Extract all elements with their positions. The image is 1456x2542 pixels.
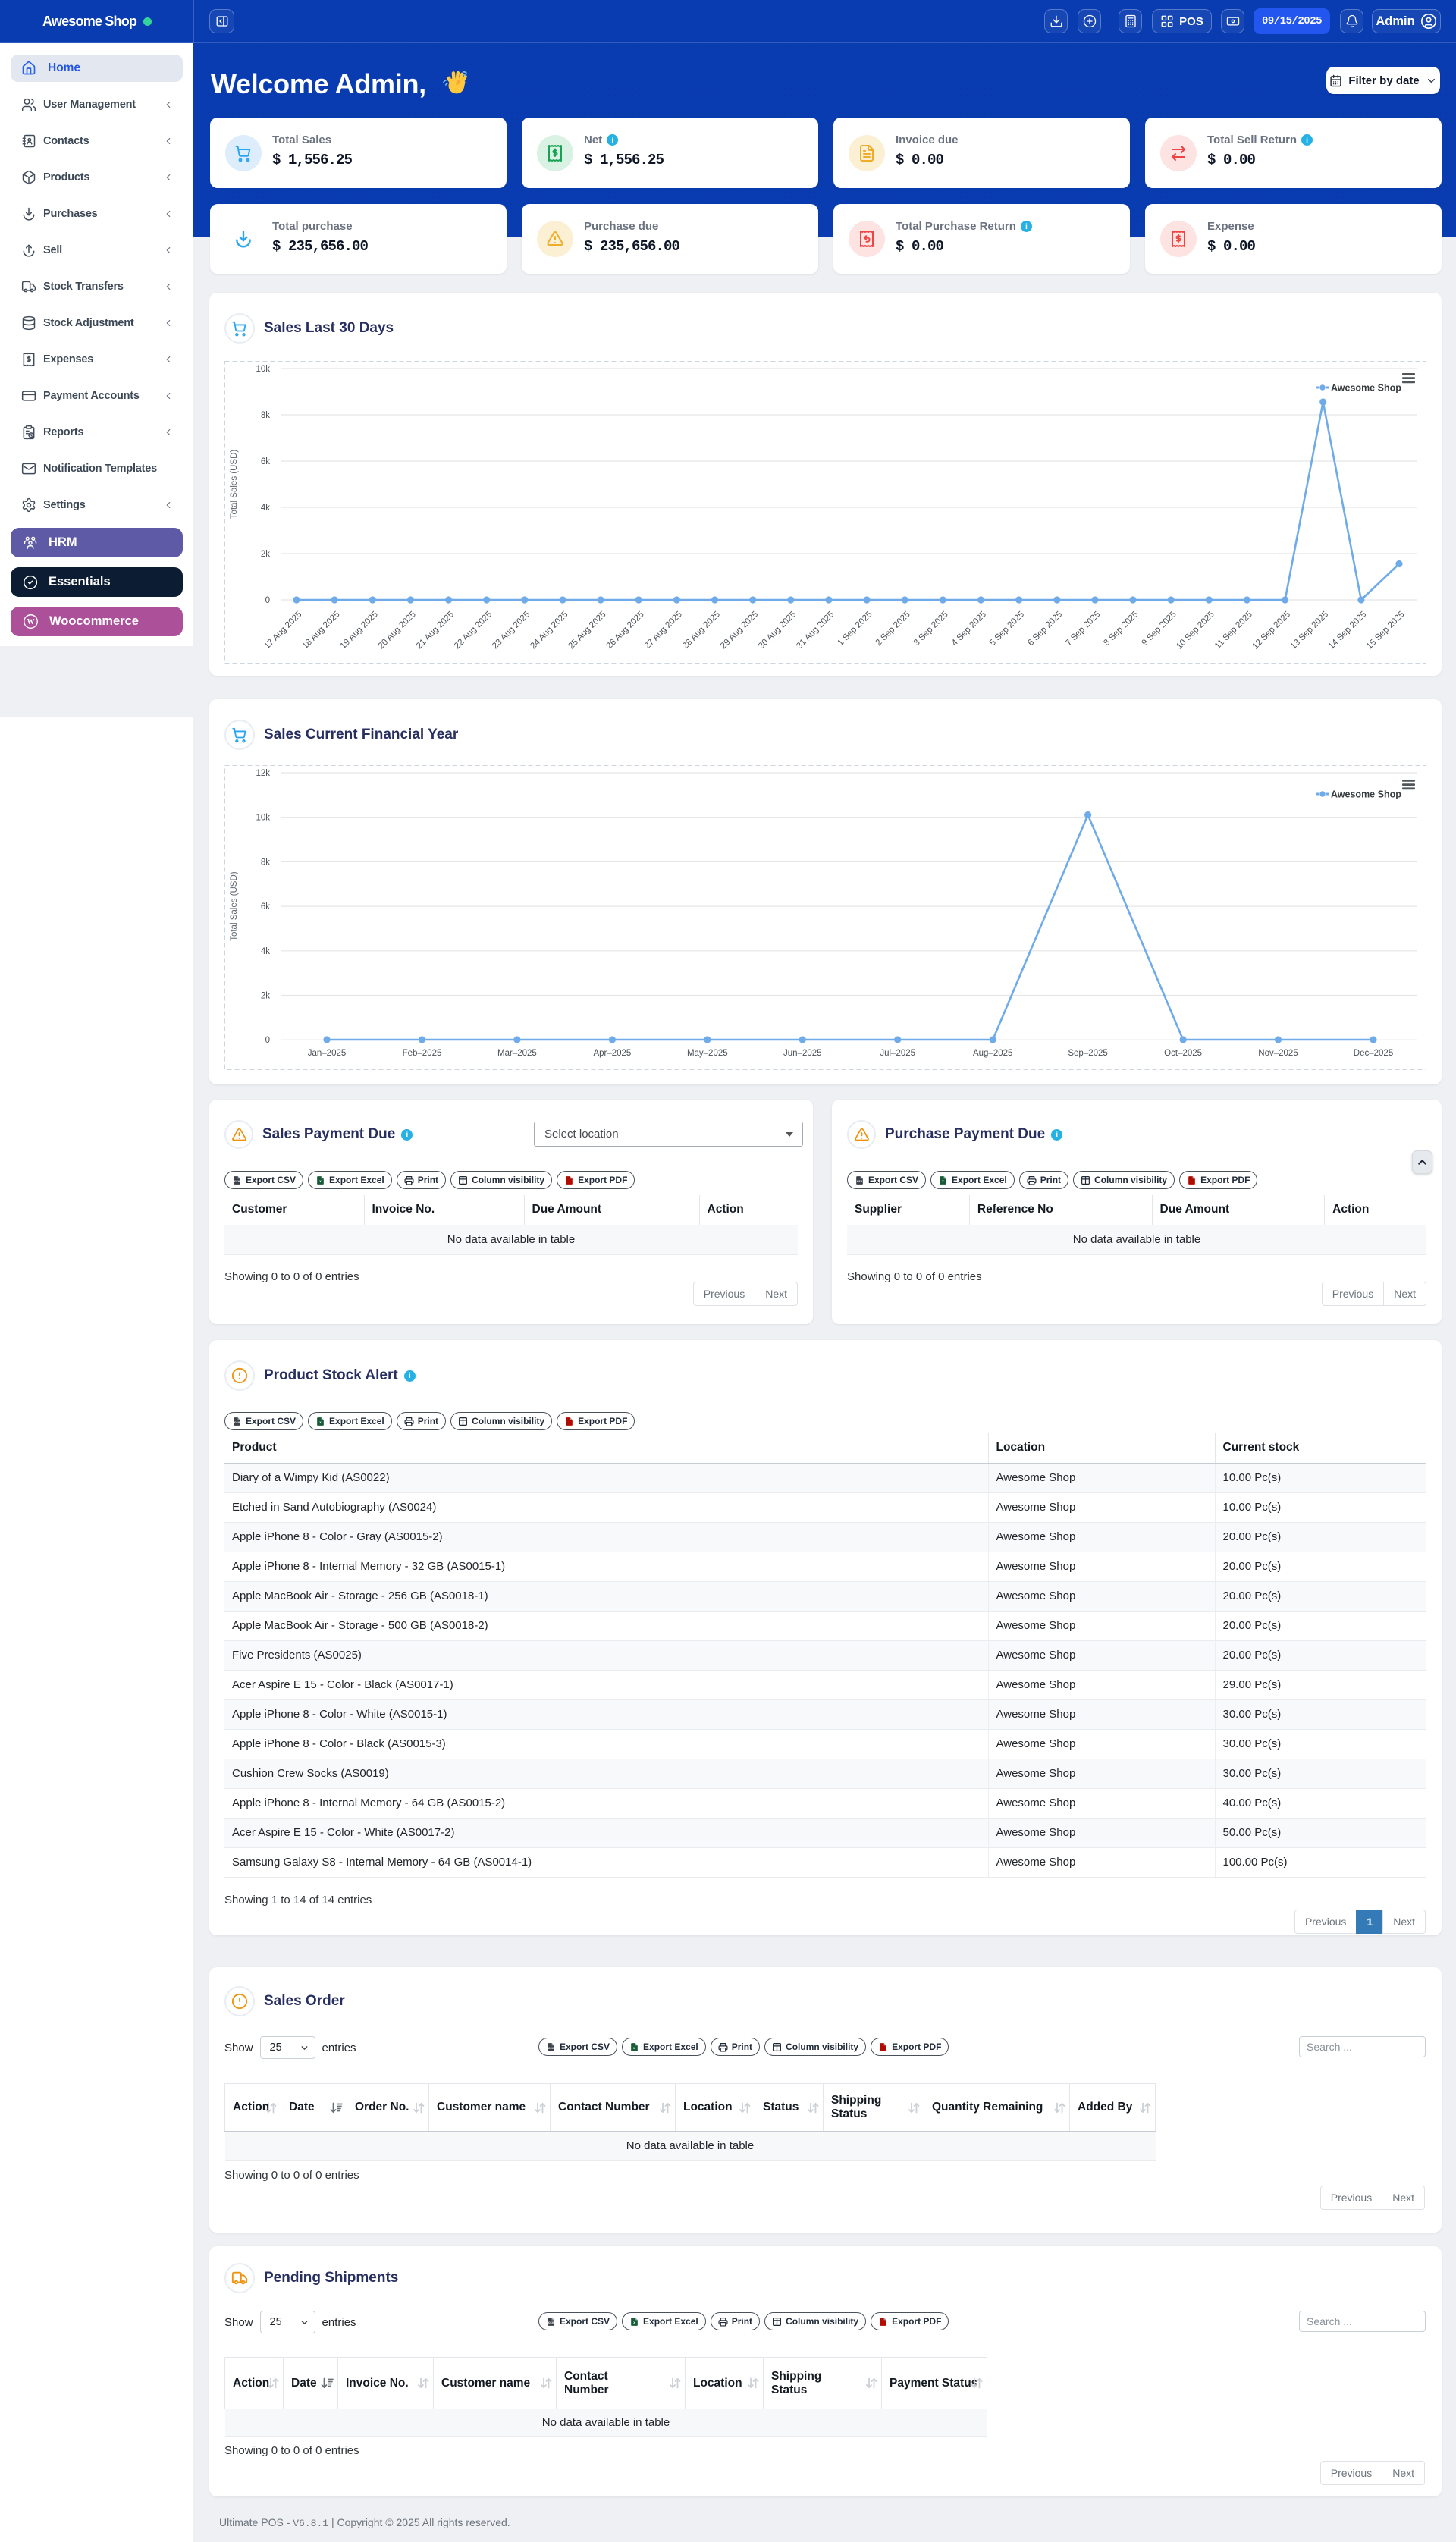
svg-text:20 Aug 2025: 20 Aug 2025 [377,610,418,651]
svg-text:csv: csv [234,1420,240,1424]
svg-text:May–2025: May–2025 [687,1049,728,1058]
svg-text:2k: 2k [261,550,270,559]
svg-text:Total Sales (USD): Total Sales (USD) [230,450,239,519]
svg-text:6k: 6k [261,902,270,912]
svg-text:4 Sep 2025: 4 Sep 2025 [950,610,988,648]
svg-text:0: 0 [265,596,270,605]
svg-text:6 Sep 2025: 6 Sep 2025 [1026,610,1064,648]
svg-text:11 Sep 2025: 11 Sep 2025 [1213,610,1254,651]
svg-text:23 Aug 2025: 23 Aug 2025 [491,610,532,651]
svg-text:Sep–2025: Sep–2025 [1068,1049,1107,1058]
svg-text:Aug–2025: Aug–2025 [973,1049,1012,1058]
svg-text:1 Sep 2025: 1 Sep 2025 [836,610,874,648]
svg-text:10k: 10k [256,814,270,823]
svg-text:Awesome Shop: Awesome Shop [1331,789,1401,800]
svg-text:28 Aug 2025: 28 Aug 2025 [681,610,722,651]
svg-text:x: x [942,1179,944,1183]
svg-text:csv: csv [857,1179,863,1183]
svg-text:Jun–2025: Jun–2025 [783,1049,822,1058]
svg-text:0: 0 [265,1036,270,1045]
svg-text:12 Sep 2025: 12 Sep 2025 [1251,610,1293,651]
svg-text:14 Sep 2025: 14 Sep 2025 [1327,610,1369,651]
svg-text:17 Aug 2025: 17 Aug 2025 [262,610,303,651]
svg-text:Total Sales (USD): Total Sales (USD) [230,871,239,941]
svg-text:9 Sep 2025: 9 Sep 2025 [1141,610,1178,648]
svg-text:x: x [319,1179,322,1183]
svg-text:W: W [27,618,34,626]
svg-text:31 Aug 2025: 31 Aug 2025 [795,610,836,651]
svg-text:6k: 6k [261,457,270,466]
svg-text:Nov–2025: Nov–2025 [1258,1049,1298,1058]
svg-text:x: x [633,2321,635,2324]
svg-text:26 Aug 2025: 26 Aug 2025 [605,610,646,651]
svg-text:21 Aug 2025: 21 Aug 2025 [415,610,456,651]
svg-text:13 Sep 2025: 13 Sep 2025 [1289,610,1331,651]
svg-text:7 Sep 2025: 7 Sep 2025 [1064,610,1102,648]
svg-text:Dec–2025: Dec–2025 [1354,1049,1393,1058]
svg-text:x: x [319,1420,322,1424]
svg-text:8k: 8k [261,858,270,867]
svg-text:Awesome Shop: Awesome Shop [1331,383,1401,394]
svg-text:csv: csv [234,1179,240,1183]
svg-text:Feb–2025: Feb–2025 [403,1049,442,1058]
svg-text:2 Sep 2025: 2 Sep 2025 [874,610,912,648]
svg-text:8k: 8k [261,411,270,420]
svg-text:27 Aug 2025: 27 Aug 2025 [643,610,684,651]
svg-text:4k: 4k [261,504,270,513]
svg-text:22 Aug 2025: 22 Aug 2025 [453,610,494,651]
svg-text:2k: 2k [261,992,270,1001]
svg-text:12k: 12k [256,769,270,778]
svg-text:24 Aug 2025: 24 Aug 2025 [529,610,570,651]
svg-text:Apr–2025: Apr–2025 [593,1049,631,1058]
svg-text:15 Sep 2025: 15 Sep 2025 [1365,610,1407,651]
svg-text:Oct–2025: Oct–2025 [1164,1049,1202,1058]
svg-text:csv: csv [548,2321,554,2324]
svg-text:19 Aug 2025: 19 Aug 2025 [339,610,380,651]
svg-text:18 Aug 2025: 18 Aug 2025 [300,610,341,651]
svg-text:x: x [633,2046,635,2050]
svg-text:10k: 10k [256,365,270,374]
svg-text:29 Aug 2025: 29 Aug 2025 [719,610,760,651]
svg-text:25 Aug 2025: 25 Aug 2025 [566,610,607,651]
svg-text:Mar–2025: Mar–2025 [497,1049,537,1058]
svg-text:csv: csv [548,2046,554,2050]
svg-text:3 Sep 2025: 3 Sep 2025 [912,610,950,648]
svg-text:4k: 4k [261,947,270,956]
svg-text:8 Sep 2025: 8 Sep 2025 [1102,610,1140,648]
svg-text:Jul–2025: Jul–2025 [880,1049,915,1058]
svg-text:5 Sep 2025: 5 Sep 2025 [988,610,1026,648]
svg-text:10 Sep 2025: 10 Sep 2025 [1175,610,1216,651]
svg-text:Jan–2025: Jan–2025 [308,1049,347,1058]
svg-text:30 Aug 2025: 30 Aug 2025 [757,610,798,651]
